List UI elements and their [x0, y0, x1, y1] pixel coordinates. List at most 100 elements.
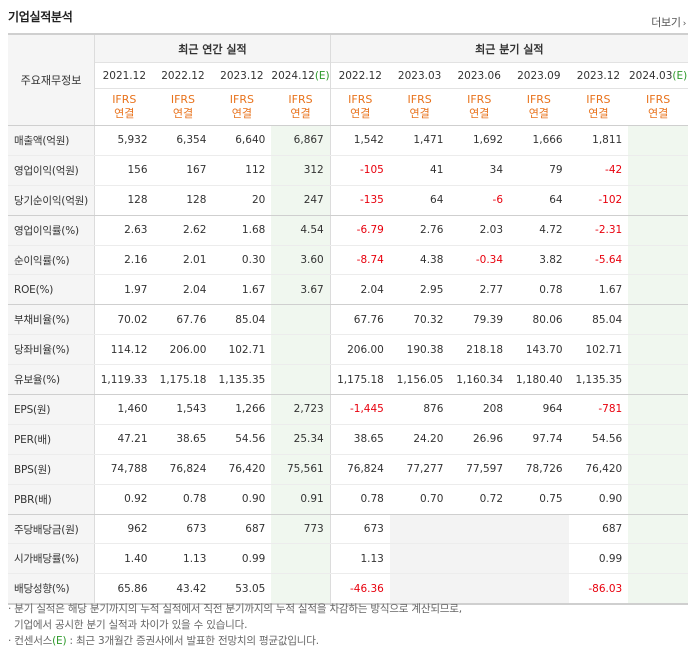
period-label: 2024.12: [271, 69, 315, 82]
row-label: 매출액(억원): [8, 125, 95, 156]
quarter-value-cell: 190.38: [389, 334, 450, 366]
annual-value-cell: 1,543: [153, 394, 213, 425]
annual-value-cell: 47.21: [94, 424, 154, 455]
quarter-value-cell: [628, 424, 688, 455]
quarter-value-cell: 218.18: [449, 334, 510, 366]
row-label: 부채비율(%): [8, 304, 95, 336]
row-label: 시가배당률(%): [8, 543, 95, 575]
quarter-value-cell: 4.72: [509, 215, 569, 246]
note-line-3-suffix: : 최근 3개월간 증권사에서 발표한 전망치의 평균값입니다.: [66, 635, 319, 647]
ifrs-badge: IFRS 연결: [628, 88, 688, 126]
quarter-value-cell: [389, 573, 450, 606]
annual-value-cell: 74,788: [94, 454, 154, 485]
quarter-value-cell: [628, 304, 688, 336]
ifrs-badge: IFRS 연결: [509, 88, 569, 126]
ifrs-badge: IFRS 연결: [329, 88, 390, 126]
ifrs-badge: IFRS 연결: [449, 88, 510, 126]
annual-value-cell: 2.63: [94, 215, 154, 246]
quarter-value-cell: 1,542: [329, 125, 390, 156]
quarter-group-header: 최근 분기 실적: [329, 33, 688, 63]
row-label: 순이익률(%): [8, 245, 95, 276]
quarter-value-cell: [628, 215, 688, 246]
more-link[interactable]: 더보기 ›: [651, 14, 686, 30]
table-row: 시가배당률(%) 1.40 1.13 0.99 1.13 0.99: [8, 543, 688, 575]
row-label: 영업이익률(%): [8, 215, 95, 246]
period-label: 2021.12: [102, 69, 146, 82]
annual-value-cell: 1.97: [94, 274, 154, 306]
table-row: 주당배당금(원) 962 673 687 773 673 687: [8, 514, 688, 545]
annual-value-cell: 128: [153, 185, 213, 216]
quarter-period-header: 2024.03(E): [628, 62, 688, 89]
quarter-value-cell: -6.79: [329, 215, 390, 246]
annual-period-header: 2021.12: [94, 62, 154, 89]
period-label: 2023.06: [457, 69, 501, 82]
consolidated-label: 연결: [588, 107, 609, 120]
ifrs-badge: IFRS 연결: [94, 88, 154, 126]
quarter-value-cell: [628, 125, 688, 156]
annual-value-cell: 5,932: [94, 125, 154, 156]
quarter-value-cell: 38.65: [329, 424, 390, 455]
table-row: PBR(배) 0.92 0.78 0.90 0.91 0.78 0.70 0.72 0.75 0.…: [8, 484, 688, 515]
annual-value-cell: [271, 334, 331, 366]
annual-value-cell: 70.02: [94, 304, 154, 336]
annual-value-cell: 773: [271, 514, 331, 545]
quarter-value-cell: 1,811: [568, 125, 629, 156]
quarter-value-cell: 41: [389, 155, 450, 186]
estimate-mark: (E): [52, 635, 67, 647]
annual-value-cell: 53.05: [212, 573, 272, 606]
annual-value-cell: 76,824: [153, 454, 213, 485]
quarter-value-cell: -86.03: [568, 573, 629, 606]
quarter-value-cell: 206.00: [329, 334, 390, 366]
quarter-value-cell: -8.74: [329, 245, 390, 276]
annual-value-cell: 206.00: [153, 334, 213, 366]
quarter-value-cell: 687: [568, 514, 629, 545]
quarter-value-cell: -5.64: [568, 245, 629, 276]
quarter-value-cell: -0.34: [449, 245, 510, 276]
quarter-value-cell: 77,277: [389, 454, 450, 485]
quarter-value-cell: 70.32: [389, 304, 450, 336]
quarter-value-cell: [628, 185, 688, 216]
annual-value-cell: 0.90: [212, 484, 272, 515]
consolidated-label: 연결: [290, 107, 311, 120]
quarter-value-cell: [509, 514, 569, 545]
period-label: 2023.12: [220, 69, 264, 82]
annual-value-cell: [271, 304, 331, 336]
ifrs-label: IFRS: [348, 93, 373, 106]
note-line-2: 기업에서 공시한 분기 실적과 차이가 있을 수 있습니다.: [14, 619, 248, 631]
row-label: 유보율(%): [8, 364, 95, 396]
period-label: 2022.12: [161, 69, 205, 82]
quarter-value-cell: 79.39: [449, 304, 510, 336]
quarter-period-header: 2022.12: [329, 62, 390, 89]
annual-value-cell: [271, 573, 331, 606]
annual-value-cell: 1.13: [153, 543, 213, 575]
quarter-value-cell: 2.04: [329, 274, 390, 306]
quarter-value-cell: 79: [509, 155, 569, 186]
section-title: 기업실적분석: [8, 10, 73, 24]
quarter-value-cell: -2.31: [568, 215, 629, 246]
annual-value-cell: [271, 364, 331, 396]
consolidated-label: 연결: [409, 107, 430, 120]
quarter-value-cell: [628, 454, 688, 485]
annual-value-cell: 1.68: [212, 215, 272, 246]
quarter-value-cell: 0.99: [568, 543, 629, 575]
ifrs-label: IFRS: [288, 93, 313, 106]
estimate-mark: (E): [314, 69, 330, 82]
consolidated-label: 연결: [172, 107, 194, 120]
note-line-3-prefix: · 컨센서스: [8, 635, 53, 647]
annual-value-cell: 67.76: [153, 304, 213, 336]
row-label: 배당성향(%): [8, 573, 95, 606]
annual-value-cell: 247: [271, 185, 331, 216]
quarter-value-cell: 208: [449, 394, 510, 425]
annual-value-cell: 25.34: [271, 424, 331, 455]
annual-value-cell: 1.67: [212, 274, 272, 306]
quarter-value-cell: 67.76: [329, 304, 390, 336]
period-label: 2022.12: [338, 69, 382, 82]
quarter-value-cell: 876: [389, 394, 450, 425]
quarter-value-cell: 1,160.34: [449, 364, 510, 396]
annual-value-cell: 1,266: [212, 394, 272, 425]
quarter-value-cell: [628, 573, 688, 606]
annual-value-cell: 0.91: [271, 484, 331, 515]
quarter-value-cell: -105: [329, 155, 390, 186]
quarter-value-cell: 143.70: [509, 334, 569, 366]
